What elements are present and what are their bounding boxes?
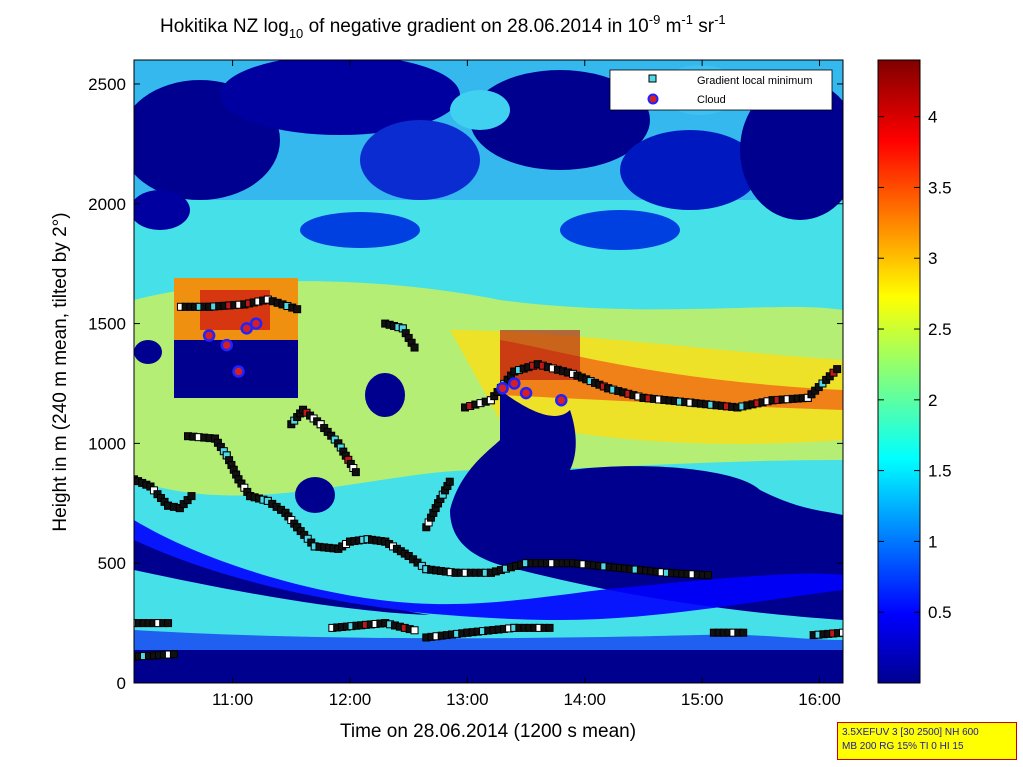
cloud-marker bbox=[232, 365, 245, 378]
x-tick-label: 15:00 bbox=[681, 690, 724, 709]
x-tick-label: 12:00 bbox=[329, 690, 372, 709]
gradient-minimum-marker bbox=[293, 305, 302, 314]
legend-marker-cloud bbox=[647, 93, 659, 105]
chart-title: Hokitika NZ log10 of negative gradient o… bbox=[160, 12, 726, 41]
cloud-marker bbox=[508, 377, 521, 390]
colorbar-tick-label: 0.5 bbox=[928, 603, 952, 622]
y-tick-label: 2500 bbox=[88, 75, 126, 94]
info-line-1: 3.5XEFUV 3 [30 2500] NH 600 bbox=[842, 727, 979, 738]
x-tick-label: 13:00 bbox=[446, 690, 489, 709]
cloud-marker bbox=[220, 338, 233, 352]
y-tick-label: 0 bbox=[117, 674, 126, 693]
colorbar-tick-label: 3.5 bbox=[928, 178, 952, 197]
cloud-marker bbox=[519, 386, 533, 400]
info-line-2: MB 200 RG 15% TI 0 HI 15 bbox=[842, 741, 964, 752]
gradient-minimum-marker bbox=[833, 365, 842, 374]
y-axis-label: Height in m (240 m mean, tilted by 2°) bbox=[50, 212, 71, 531]
colorbar-tick-label: 1 bbox=[928, 532, 937, 551]
gradient-minimum-marker bbox=[351, 468, 360, 477]
legend: Gradient local minimum Cloud bbox=[609, 69, 833, 111]
cloud-marker bbox=[240, 322, 253, 335]
info-box: 3.5XEFUV 3 [30 2500] NH 600 MB 200 RG 15… bbox=[837, 722, 1017, 760]
colorbar-tick-label: 3 bbox=[928, 249, 937, 268]
y-tick-label: 2000 bbox=[88, 195, 126, 214]
colorbar-tick-label: 2.5 bbox=[928, 320, 952, 339]
gradient-minimum-marker bbox=[164, 619, 173, 628]
cloud-marker bbox=[555, 394, 568, 407]
gradient-minimum-marker bbox=[410, 626, 419, 635]
cloud-layer bbox=[202, 317, 568, 407]
colorbar-ticks: 0.5 1 1.5 2 2.5 3 3.5 4 bbox=[878, 108, 952, 622]
gradient-minimum-marker bbox=[187, 492, 196, 501]
y-tick-label: 500 bbox=[98, 554, 126, 573]
gradient-minimum-marker bbox=[169, 650, 178, 659]
legend-label-gradient: Gradient local minimum bbox=[697, 75, 813, 87]
gradient-minimum-marker bbox=[739, 628, 748, 637]
gradient-minimum-marker bbox=[445, 477, 454, 486]
gradient-minimum-marker bbox=[410, 343, 419, 352]
x-tick-label: 11:00 bbox=[212, 690, 253, 709]
colorbar-tick-label: 2 bbox=[928, 391, 937, 410]
plot-frame bbox=[133, 59, 844, 684]
y-axis: 0 500 1000 1500 2000 2500 bbox=[88, 75, 843, 693]
x-axis: 11:00 12:00 13:00 14:00 15:00 16:00 bbox=[212, 60, 841, 709]
y-tick-label: 1500 bbox=[88, 315, 126, 334]
heatmap bbox=[134, 60, 843, 683]
gradient-minimum-marker bbox=[545, 623, 554, 632]
legend-label-cloud: Cloud bbox=[697, 94, 726, 106]
colorbar bbox=[877, 59, 921, 684]
gradient-minimum-marker bbox=[704, 571, 713, 580]
cloud-marker bbox=[249, 317, 263, 330]
gradient-minimum-marker bbox=[839, 628, 843, 637]
legend-marker-gradient bbox=[648, 74, 657, 83]
series-layer bbox=[134, 295, 843, 661]
colorbar-tick-label: 4 bbox=[928, 108, 937, 127]
x-tick-label: 16:00 bbox=[798, 690, 841, 709]
y-tick-label: 1000 bbox=[88, 434, 126, 453]
x-tick-label: 14:00 bbox=[563, 690, 606, 709]
colorbar-tick-label: 1.5 bbox=[928, 462, 952, 481]
cloud-marker bbox=[496, 382, 509, 395]
x-axis-label: Time on 28.06.2014 (1200 s mean) bbox=[340, 721, 636, 742]
cloud-marker bbox=[202, 329, 216, 342]
